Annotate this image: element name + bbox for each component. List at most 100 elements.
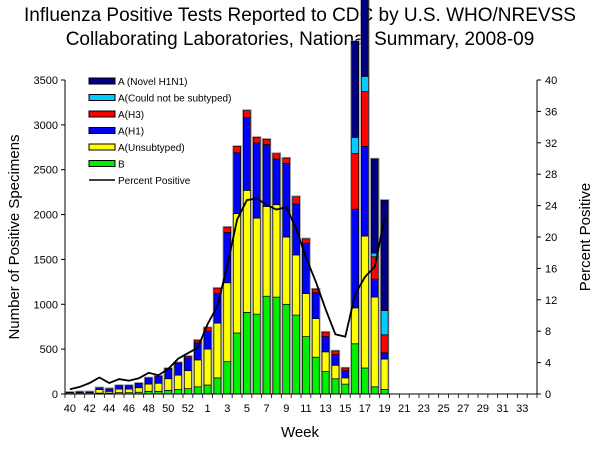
bar-segment-b bbox=[223, 361, 232, 395]
x-tick-label: 3 bbox=[224, 403, 230, 415]
bar-segment-b bbox=[351, 343, 359, 395]
y-tick-label: 3500 bbox=[34, 75, 58, 87]
bar-segment-a-unsubtyped bbox=[174, 374, 182, 390]
x-tick-label: 48 bbox=[142, 403, 154, 415]
legend-swatch bbox=[88, 143, 116, 151]
bar-segment-a-h1 bbox=[174, 363, 182, 376]
x-axis-title: Week bbox=[281, 424, 320, 441]
y-tick-label: 1000 bbox=[34, 299, 58, 311]
bar-segment-b bbox=[193, 386, 202, 395]
y2-axis-title: Percent Positive bbox=[577, 183, 594, 291]
bar-segment-a-unsubtyped bbox=[164, 378, 173, 391]
bar-segment-a-unsubtyped bbox=[282, 236, 291, 305]
bar-segment-b bbox=[164, 390, 173, 395]
bar-segment-b bbox=[252, 313, 261, 395]
bar-segment-a-h1 bbox=[361, 146, 369, 237]
bar-segment-a-unsubtyped bbox=[115, 388, 123, 394]
x-tick-label: 50 bbox=[162, 403, 174, 415]
bar-segment-b bbox=[361, 367, 369, 395]
bar-segment-a-h1 bbox=[370, 278, 379, 298]
bar-segment-a-unsubtyped bbox=[144, 383, 153, 392]
x-tick-label: 27 bbox=[457, 403, 469, 415]
bar-segment-a-h3 bbox=[321, 331, 330, 337]
bar-segment-a-unsubtyped bbox=[321, 351, 330, 372]
bar-segment-a-h1 bbox=[75, 391, 84, 394]
bar-stack-week-7 bbox=[252, 136, 262, 395]
bar-segment-a-h1 bbox=[144, 377, 153, 385]
x-tick-label: 29 bbox=[477, 403, 489, 415]
x-tick-label: 9 bbox=[283, 403, 289, 415]
bar-segment-a-could-not-be-subtyped bbox=[361, 76, 369, 93]
bar-stack-week-51 bbox=[173, 361, 183, 395]
bar-segment-a-unsubtyped bbox=[213, 322, 222, 379]
bar-stack-week-18 bbox=[360, 0, 370, 395]
bar-segment-a-h3 bbox=[331, 350, 340, 355]
bar-segment-a-unsubtyped bbox=[341, 377, 350, 385]
bar-stack-week-10 bbox=[281, 156, 291, 395]
bar-segment-a-h3 bbox=[380, 334, 389, 354]
bar-segment-a-h1 bbox=[193, 342, 202, 361]
bar-segment-b bbox=[213, 377, 222, 395]
legend-label: A(H3) bbox=[118, 110, 144, 121]
percent-positive-line bbox=[69, 197, 386, 391]
bar-segment-a-h3 bbox=[184, 355, 192, 359]
bar-segment-a-h1 bbox=[243, 117, 251, 191]
y-tick-label: 500 bbox=[40, 344, 58, 356]
bar-segment-b bbox=[203, 384, 212, 395]
bar-segment-a-h1 bbox=[282, 163, 291, 238]
bar-segment-b bbox=[331, 378, 340, 395]
bar-segment-a-h3 bbox=[203, 327, 212, 332]
bar-segment-a-could-not-be-subtyped bbox=[380, 310, 389, 336]
y2-tick-label: 0 bbox=[545, 389, 551, 401]
bar-segment-b bbox=[380, 389, 389, 395]
bar-segment-a-h3 bbox=[223, 226, 232, 233]
x-tick-label: 44 bbox=[103, 403, 115, 415]
bar-stack-week-13 bbox=[311, 287, 321, 395]
bar-segment-a-h3 bbox=[262, 138, 271, 145]
bar-stack-week-45 bbox=[114, 384, 124, 395]
y2-tick-label: 32 bbox=[545, 138, 557, 150]
y-axis-title: Number of Positive Specimens bbox=[6, 134, 23, 339]
y2-tick-label: 28 bbox=[545, 169, 557, 181]
bar-segment-a-h3 bbox=[252, 137, 261, 144]
bar-segment-b bbox=[302, 336, 310, 395]
bar-segment-a-unsubtyped bbox=[134, 387, 143, 393]
bar-segment-a-h1 bbox=[184, 357, 192, 372]
x-tick-label: 21 bbox=[398, 403, 410, 415]
bar-segment-a-h3 bbox=[233, 146, 241, 154]
y2-tick-label: 36 bbox=[545, 106, 557, 118]
bar-segment-b bbox=[184, 388, 192, 395]
bar-segment-a-h3 bbox=[361, 91, 369, 147]
y2-tick-label: 4 bbox=[545, 358, 551, 370]
bar-segment-b bbox=[292, 314, 300, 395]
x-tick-label: 17 bbox=[359, 403, 371, 415]
legend-swatch bbox=[88, 160, 116, 167]
bar-segment-b bbox=[262, 295, 271, 395]
bar-segment-a-unsubtyped bbox=[193, 359, 202, 388]
bar-stack-week-12 bbox=[301, 237, 311, 395]
bar-segment-b bbox=[311, 356, 320, 395]
legend-swatch bbox=[88, 77, 116, 85]
legend-label: B bbox=[118, 160, 125, 171]
legend: A (Novel H1N1) A(Could not be subtyped) A(… bbox=[88, 77, 231, 187]
bar-segment-a-h1 bbox=[252, 142, 261, 219]
bar-stack-week-2 bbox=[202, 326, 213, 395]
bar-stack-week-9 bbox=[271, 152, 282, 395]
bar-segment-a-h1 bbox=[321, 336, 330, 353]
bar-segment-b bbox=[341, 383, 350, 395]
chart-title-line1: Influenza Positive Tests Reported to CDC… bbox=[24, 5, 576, 26]
bar-segment-a-unsubtyped bbox=[252, 217, 261, 315]
bar-segment-b bbox=[370, 386, 379, 395]
legend-label: A(Could not be subtyped) bbox=[118, 94, 231, 105]
bar-segment-a-h1 bbox=[380, 352, 389, 360]
bar-segment-a-h1 bbox=[272, 158, 281, 206]
bar-segment-a-unsubtyped bbox=[243, 189, 251, 313]
bar-stack-week-49 bbox=[153, 374, 164, 395]
x-tick-label: 15 bbox=[339, 403, 351, 415]
bar-segment-a-novel-h1n1 bbox=[351, 41, 359, 138]
bar-segment-a-unsubtyped bbox=[311, 318, 320, 358]
bar-stack-week-48 bbox=[143, 376, 154, 395]
bar-segment-a-unsubtyped bbox=[95, 389, 104, 394]
y2-tick-label: 12 bbox=[545, 295, 557, 307]
